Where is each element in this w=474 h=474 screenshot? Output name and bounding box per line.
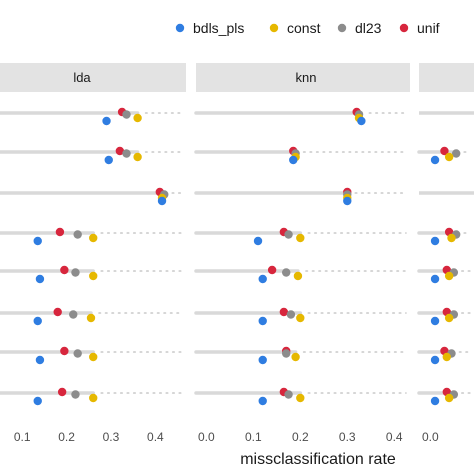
point-const xyxy=(444,313,454,323)
point-bdls-pls xyxy=(157,196,167,206)
point-const xyxy=(296,393,305,403)
point-bdls-pls xyxy=(430,274,440,284)
point-const xyxy=(447,233,456,243)
point-bdls-pls xyxy=(104,155,113,165)
x-tick-label: 0.4 xyxy=(147,430,164,444)
point-dl23 xyxy=(122,149,131,158)
point-dl23 xyxy=(284,390,293,399)
point-unif xyxy=(115,146,125,156)
point-unif xyxy=(440,146,449,156)
x-tick-label: 0.2 xyxy=(292,430,309,444)
legend-marker-unif xyxy=(399,23,409,33)
point-dl23 xyxy=(69,310,78,319)
point-dl23 xyxy=(73,349,82,358)
facet-strip-lda xyxy=(0,63,186,92)
point-dl23 xyxy=(71,390,80,399)
point-const xyxy=(442,352,451,362)
x-tick-label: 0.1 xyxy=(245,430,262,444)
point-bdls-pls xyxy=(258,316,267,326)
facet-title-lda: lda xyxy=(73,70,91,85)
point-bdls-pls xyxy=(33,236,42,246)
point-bdls-pls xyxy=(357,116,366,126)
point-const xyxy=(293,271,303,281)
point-bdls-pls xyxy=(289,155,298,165)
point-const xyxy=(89,393,98,403)
facet-title-knn: knn xyxy=(296,70,317,85)
point-bdls-pls xyxy=(430,236,440,246)
point-unif xyxy=(267,265,277,275)
point-dl23 xyxy=(282,349,291,358)
legend-marker-dl23 xyxy=(337,23,347,33)
point-bdls-pls xyxy=(33,316,42,326)
point-bdls-pls xyxy=(258,396,267,406)
x-tick-label: 0.0 xyxy=(198,430,215,444)
point-bdls-pls xyxy=(102,116,111,126)
point-const xyxy=(133,113,142,123)
facet-strip-panel-3 xyxy=(419,63,474,92)
legend-marker-const xyxy=(269,23,279,33)
point-const xyxy=(444,152,454,162)
point-dl23 xyxy=(286,310,296,319)
point-unif xyxy=(55,227,65,237)
point-bdls-pls xyxy=(430,316,440,326)
point-dl23 xyxy=(284,230,293,239)
point-bdls-pls xyxy=(430,355,440,365)
x-tick-label: 0.4 xyxy=(386,430,403,444)
legend-label-dl23: dl23 xyxy=(355,20,382,36)
x-tick-label: 0.3 xyxy=(339,430,356,444)
x-tick-label: 0.2 xyxy=(58,430,75,444)
point-dl23 xyxy=(451,149,461,158)
point-bdls-pls xyxy=(35,274,45,284)
point-unif xyxy=(57,387,67,397)
point-bdls-pls xyxy=(258,355,267,365)
point-const xyxy=(444,271,454,281)
point-const xyxy=(444,393,454,403)
point-bdls-pls xyxy=(253,236,263,246)
point-dl23 xyxy=(73,230,82,239)
point-dl23 xyxy=(282,268,291,277)
point-bdls-pls xyxy=(430,396,440,406)
point-unif xyxy=(53,307,62,317)
point-dl23 xyxy=(71,268,80,277)
point-unif xyxy=(60,346,69,356)
point-bdls-pls xyxy=(33,396,42,406)
legend-label-const: const xyxy=(287,20,321,36)
point-dl23 xyxy=(122,110,131,119)
point-bdls-pls xyxy=(258,274,267,284)
point-const xyxy=(89,271,98,281)
x-tick-label: 0.0 xyxy=(422,430,439,444)
x-tick-label: 0.1 xyxy=(14,430,31,444)
point-const xyxy=(296,233,305,243)
legend-label-unif: unif xyxy=(417,20,440,36)
facet-strip-knn xyxy=(196,63,410,92)
point-const xyxy=(133,152,142,162)
point-bdls-pls xyxy=(343,196,352,206)
point-const xyxy=(86,313,96,323)
x-axis-title: missclassification rate xyxy=(240,451,396,468)
point-const xyxy=(291,352,300,362)
point-unif xyxy=(279,307,289,317)
point-const xyxy=(296,313,305,323)
x-tick-label: 0.3 xyxy=(103,430,120,444)
legend-marker-bdls-pls xyxy=(175,23,185,33)
legend-label-bdls-pls: bdls_pls xyxy=(193,20,244,36)
point-const xyxy=(89,352,98,362)
point-const xyxy=(89,233,98,243)
point-unif xyxy=(60,265,69,275)
point-bdls-pls xyxy=(430,155,440,165)
point-bdls-pls xyxy=(35,355,45,365)
